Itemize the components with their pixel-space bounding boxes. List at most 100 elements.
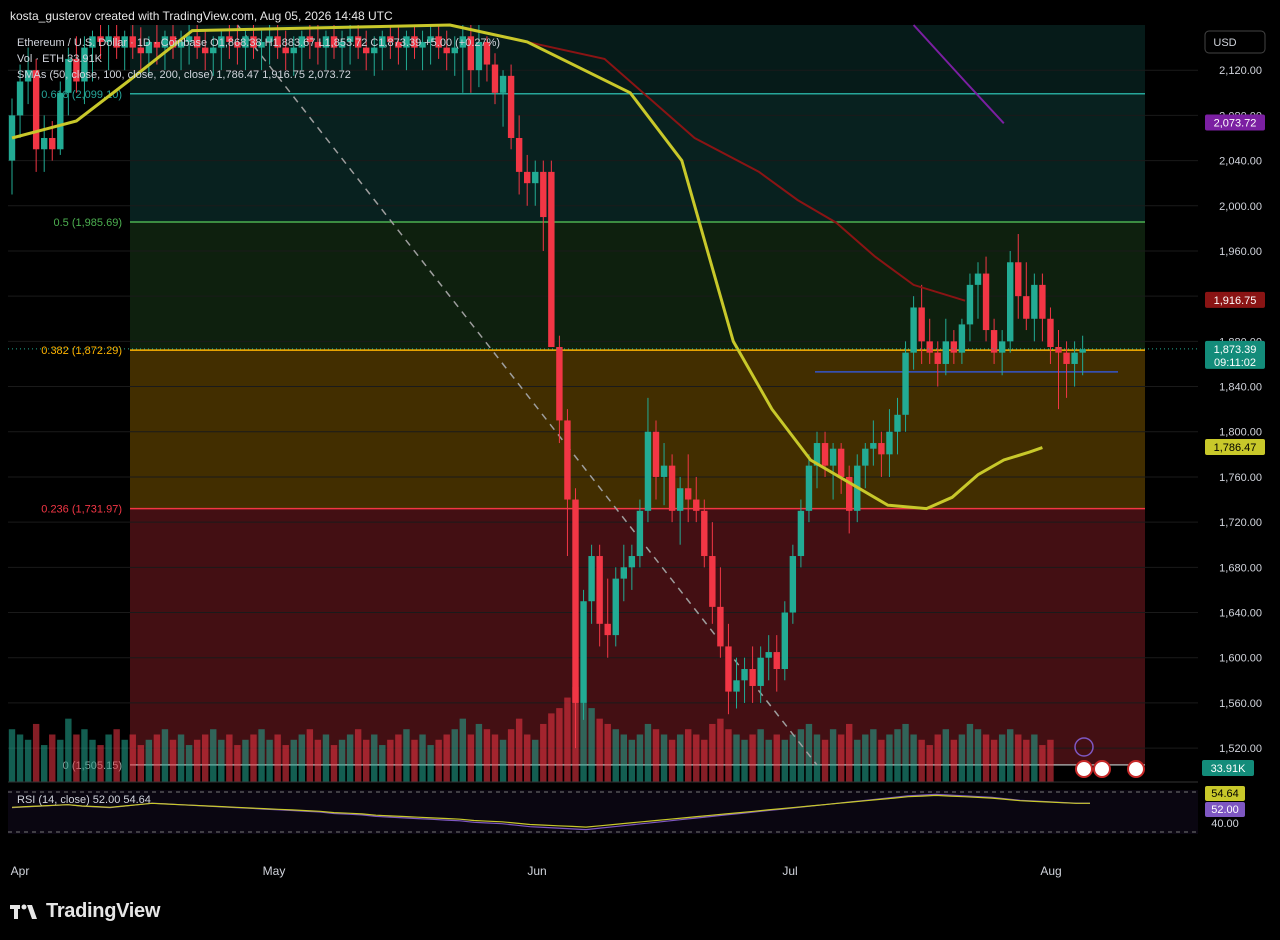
volume-bar <box>821 739 829 782</box>
volume-bar <box>854 739 861 782</box>
candle-body <box>161 36 169 48</box>
volume-bar <box>982 734 990 782</box>
volume-bar <box>878 739 885 782</box>
volume-bar <box>507 729 515 782</box>
candle-body <box>564 420 571 500</box>
volume-bar <box>556 708 563 782</box>
countdown-label: 09:11:02 <box>1214 357 1256 369</box>
x-tick-label: May <box>263 864 286 878</box>
candle-body <box>644 431 652 511</box>
volume-bar <box>97 745 104 782</box>
volume-bar <box>290 739 297 782</box>
volume-bar <box>910 734 917 782</box>
candle-body <box>636 510 644 557</box>
y-tick-label: 2,040.00 <box>1219 156 1262 168</box>
volume-bar <box>129 734 136 782</box>
volume-bar <box>411 739 418 782</box>
volume-bar <box>660 734 668 782</box>
volume-bar <box>773 734 780 782</box>
volume-bar <box>65 718 72 782</box>
candle-body <box>701 510 708 557</box>
candle-body <box>435 36 442 48</box>
candle-body <box>507 75 515 138</box>
candle-body <box>379 36 386 48</box>
candle-body <box>685 488 692 500</box>
volume-bar <box>789 734 797 782</box>
fib-label: 0.236 (1,731.97) <box>41 504 122 516</box>
volume-bar <box>588 708 595 782</box>
volume-bar <box>185 745 193 782</box>
candle-body <box>250 36 257 48</box>
volume-bar <box>596 718 603 782</box>
volume-bar <box>934 734 941 782</box>
candle-body <box>596 556 603 624</box>
volume-bar <box>958 734 966 782</box>
volume-bar <box>797 729 805 782</box>
candle-body <box>330 36 338 48</box>
volume-bar <box>346 734 354 782</box>
candle-body <box>65 58 72 93</box>
volume-bar <box>926 745 933 782</box>
volume-bar <box>41 745 48 782</box>
volume-bar <box>620 734 627 782</box>
volume-bar <box>419 734 426 782</box>
volume-bar <box>757 729 764 782</box>
candle-body <box>338 41 346 48</box>
candle-body <box>628 556 636 568</box>
currency-box <box>1204 30 1266 54</box>
volume-bar <box>902 723 909 782</box>
rsi-tag <box>1205 802 1245 817</box>
volume-tag-label: 33.91K <box>1211 763 1247 775</box>
volume-bar <box>435 739 442 782</box>
volume-bar <box>338 739 346 782</box>
x-tick-label: Aug <box>1040 864 1061 878</box>
volume-bar <box>564 697 571 782</box>
lightning-icon <box>1074 737 1094 757</box>
volume-bar <box>717 718 724 782</box>
candle-body <box>419 41 426 48</box>
candle-body <box>789 556 797 613</box>
volume-bar <box>990 739 998 782</box>
candle-body <box>97 36 104 42</box>
candle-body <box>934 352 941 364</box>
volume-bar <box>805 723 813 782</box>
candle-body <box>1047 318 1054 348</box>
price-tag <box>1205 340 1265 369</box>
candle-body <box>829 448 837 466</box>
fib-label: 0.382 (1,872.29) <box>41 345 122 357</box>
candle-body <box>910 307 917 353</box>
volume-bar <box>459 718 466 782</box>
sma100-line <box>449 24 966 302</box>
candle-body <box>982 273 990 331</box>
y-tick-label: 1,640.00 <box>1219 608 1262 620</box>
fib-zone <box>130 25 1145 94</box>
candle-body <box>467 36 475 71</box>
volume-bar <box>612 729 619 782</box>
candle-body <box>129 36 136 48</box>
candle-body <box>354 36 362 48</box>
volume-bar <box>81 729 88 782</box>
price-tag <box>1205 291 1265 308</box>
volume-bar <box>475 723 483 782</box>
candle-body <box>660 465 668 477</box>
volume-bar <box>387 739 394 782</box>
candle-body <box>1023 296 1030 319</box>
volume-bar <box>540 723 547 782</box>
candle-body <box>363 47 370 54</box>
volume-bar <box>202 734 209 782</box>
candle-body <box>282 47 289 54</box>
candle-body <box>57 92 64 150</box>
volume-bar <box>24 739 32 782</box>
candle-body <box>137 47 144 54</box>
y-tick-label: 2,000.00 <box>1219 201 1262 213</box>
candle-body <box>1079 349 1086 353</box>
price-tag-label: 2,073.72 <box>1214 117 1257 129</box>
volume-bar <box>548 713 555 782</box>
volume-bar <box>379 745 386 782</box>
volume-bar <box>644 723 652 782</box>
candle-body <box>306 36 314 42</box>
candle-body <box>846 476 853 511</box>
volume-bar <box>524 734 531 782</box>
volume-bar <box>153 734 161 782</box>
